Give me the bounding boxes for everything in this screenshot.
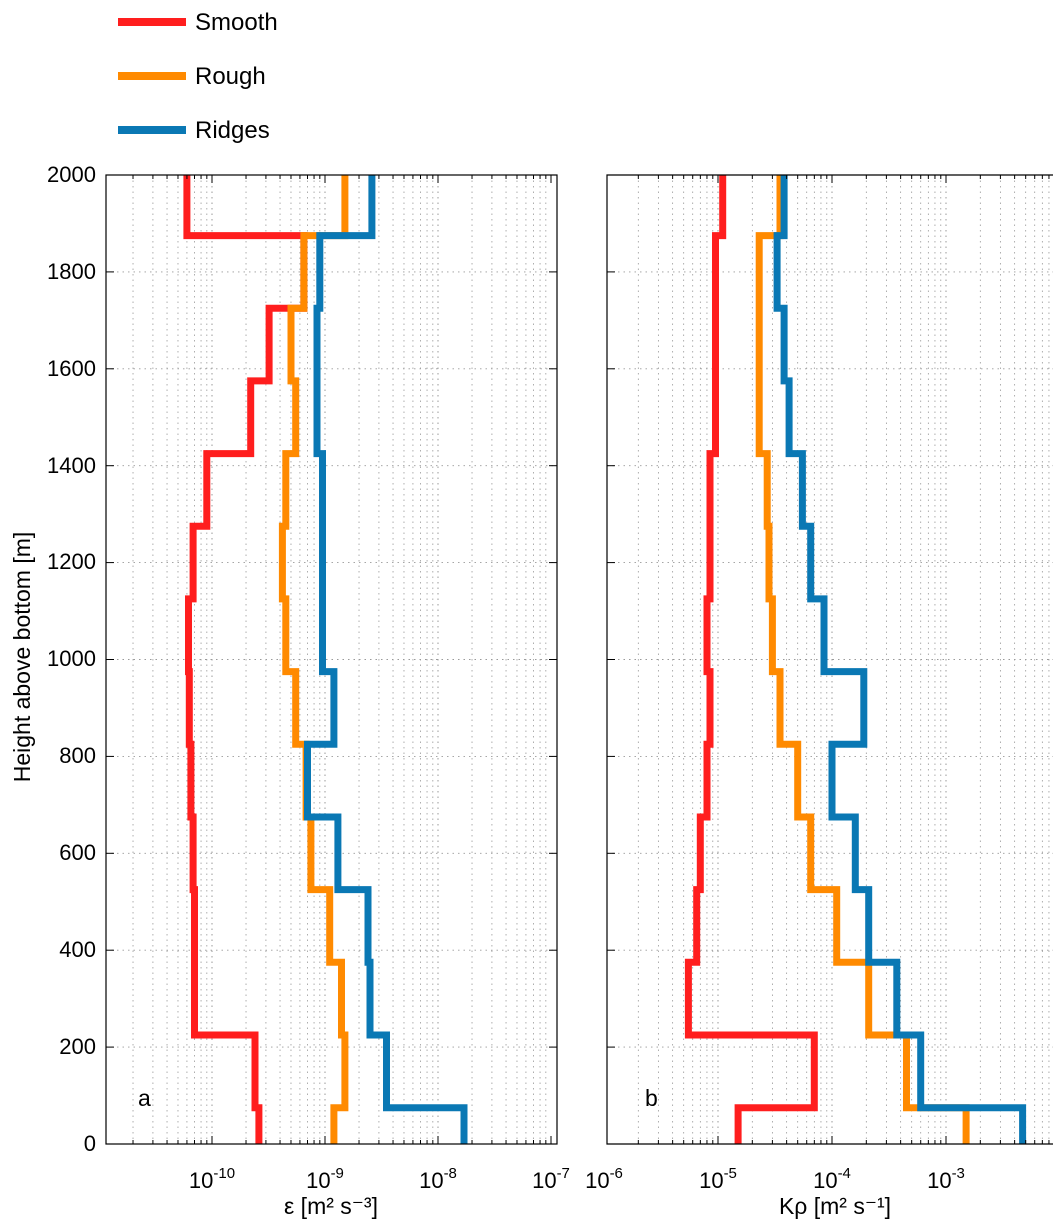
- panel-a-x-tick-labels: 10-10 10-9 10-8 10-7: [189, 1165, 570, 1193]
- x-tick-exponent: -3: [952, 1165, 965, 1182]
- x-tick-label: 10-8: [419, 1165, 457, 1193]
- series-line-rough: [278, 175, 349, 1144]
- y-tick-label: 800: [59, 743, 96, 768]
- y-tick-label: 1200: [47, 549, 96, 574]
- legend: Smooth Rough Ridges: [118, 9, 278, 144]
- panel-a-lines: [183, 175, 468, 1144]
- x-tick-label: 10-10: [189, 1165, 235, 1193]
- x-tick-label: 10-7: [532, 1165, 570, 1193]
- series-line-smooth: [684, 175, 818, 1144]
- panel-b-lines: [684, 175, 1027, 1144]
- panel-a-y-tick-labels: 0 200 400 600 800 1000 1200 1400 1600 18…: [47, 162, 96, 1156]
- panel-b-grid: [607, 175, 1053, 1144]
- y-tick-label: 0: [84, 1131, 96, 1156]
- panel-b-x-axis-label: Kρ [m² s⁻¹]: [779, 1193, 891, 1219]
- legend-label-rough: Rough: [195, 63, 266, 90]
- panel-b: 10-6 10-5 10-4 10-3 Kρ [m² s⁻¹] b: [585, 174, 1053, 1219]
- series-line-ridges: [304, 175, 468, 1144]
- x-tick-exponent: -7: [557, 1165, 570, 1182]
- y-tick-label: 200: [59, 1034, 96, 1059]
- x-tick-exponent: -4: [838, 1165, 851, 1182]
- panel-a-ticks: [106, 174, 557, 1145]
- panel-a-x-axis-label: ε [m² s⁻³]: [284, 1193, 378, 1219]
- x-tick-label: 10-5: [699, 1165, 737, 1193]
- y-tick-label: 600: [59, 840, 96, 865]
- y-tick-label: 1600: [47, 356, 96, 381]
- y-tick-label: 1800: [47, 259, 96, 284]
- panel-b-ticks: [607, 174, 1050, 1145]
- y-tick-label: 2000: [47, 162, 96, 187]
- panel-b-letter: b: [645, 1085, 658, 1111]
- x-tick-label: 10-3: [927, 1165, 965, 1193]
- x-tick-label: 10-6: [585, 1165, 623, 1193]
- x-tick-exponent: -6: [610, 1165, 623, 1182]
- y-axis-label: Height above bottom [m]: [9, 532, 35, 783]
- legend-label-smooth: Smooth: [195, 9, 278, 36]
- legend-label-ridges: Ridges: [195, 117, 270, 144]
- y-tick-label: 1400: [47, 453, 96, 478]
- x-tick-exponent: -10: [213, 1165, 235, 1182]
- x-tick-label: 10-4: [813, 1165, 851, 1193]
- x-tick-label: 10-9: [306, 1165, 344, 1193]
- x-tick-exponent: -9: [331, 1165, 344, 1182]
- x-tick-exponent: -8: [444, 1165, 457, 1182]
- y-tick-label: 1000: [47, 646, 96, 671]
- x-tick-exponent: -5: [724, 1165, 737, 1182]
- series-line-rough: [755, 175, 970, 1144]
- panel-a-letter: a: [138, 1085, 151, 1111]
- panel-a: 0 200 400 600 800 1000 1200 1400 1600 18…: [47, 162, 570, 1219]
- panel-a-grid: [106, 175, 557, 1144]
- panel-b-x-tick-labels: 10-6 10-5 10-4 10-3: [585, 1165, 965, 1193]
- series-line-smooth: [183, 175, 308, 1144]
- series-line-ridges: [773, 175, 1027, 1144]
- y-tick-label: 400: [59, 937, 96, 962]
